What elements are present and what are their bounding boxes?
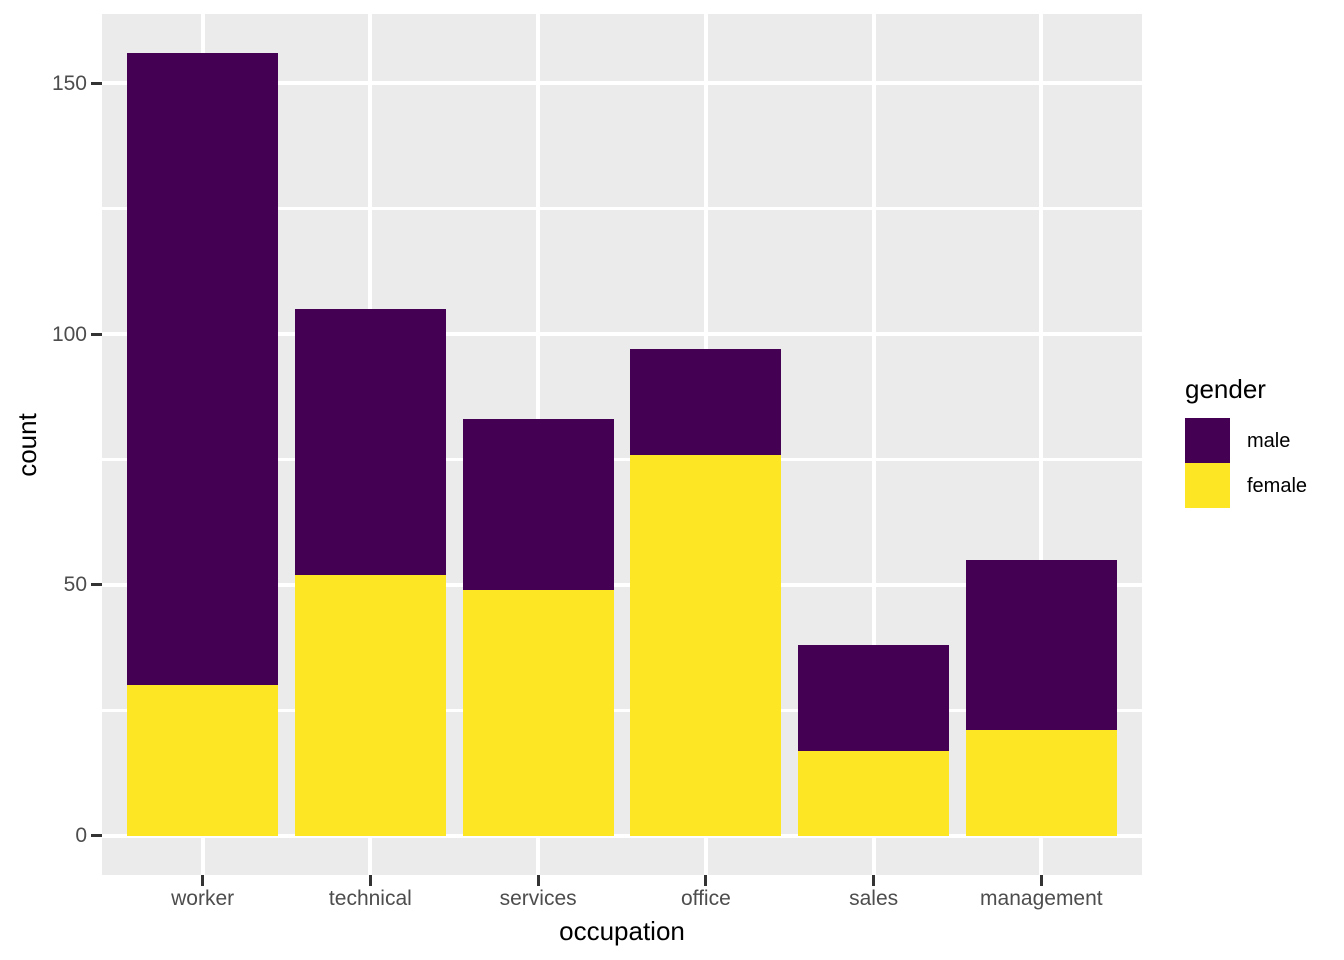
bar-technical-female	[294, 574, 446, 836]
x-tick-label-office: office	[680, 887, 731, 910]
major-gridline-x-management	[1039, 14, 1044, 875]
legend-entry-female: female	[1185, 463, 1307, 508]
y-tick-label-100: 100	[51, 322, 87, 346]
y-tick-mark-0	[91, 834, 102, 838]
y-tick-label-150: 150	[51, 71, 87, 95]
y-axis-title: count	[12, 412, 42, 477]
x-tick-label-services: services	[499, 887, 577, 910]
y-tick-mark-150	[91, 81, 102, 85]
legend-label-male: male	[1247, 429, 1291, 452]
y-tick-label-0: 0	[75, 824, 87, 848]
legend-entry-male: male	[1185, 418, 1307, 463]
x-tick-label-sales: sales	[849, 887, 899, 910]
major-gridline-y-100	[102, 332, 1142, 337]
plot-panel	[102, 14, 1142, 875]
legend: gender male female	[1185, 374, 1307, 508]
x-axis-title: occupation	[559, 916, 685, 946]
x-tick-mark-sales	[872, 875, 876, 886]
bar-management-female	[965, 730, 1117, 836]
y-tick-label-50: 50	[63, 573, 87, 597]
minor-gridline-y-25	[102, 708, 1142, 712]
minor-gridline-y-125	[102, 207, 1142, 211]
minor-gridline-y-75	[102, 458, 1142, 462]
legend-label-female: female	[1247, 474, 1308, 497]
y-tick-mark-50	[91, 583, 102, 587]
bar-worker-female	[127, 685, 279, 836]
major-gridline-y-50	[102, 582, 1142, 587]
y-tick-mark-100	[91, 332, 102, 336]
bar-services-female	[462, 590, 614, 836]
x-tick-label-technical: technical	[328, 887, 412, 910]
x-tick-label-management: management	[980, 887, 1103, 910]
x-tick-mark-technical	[368, 875, 372, 886]
bar-technical-male	[294, 309, 446, 575]
bar-worker-male	[127, 53, 279, 686]
x-tick-mark-management	[1039, 875, 1043, 886]
x-tick-mark-worker	[201, 875, 205, 886]
bar-sales-female	[798, 750, 950, 836]
bar-sales-male	[798, 645, 950, 751]
legend-key-female-swatch	[1185, 463, 1230, 508]
bar-services-male	[462, 419, 614, 590]
bar-management-male	[965, 559, 1117, 731]
major-gridline-y-150	[102, 81, 1142, 86]
major-gridline-x-sales	[871, 14, 876, 875]
x-tick-mark-office	[704, 875, 708, 886]
bar-office-female	[630, 454, 782, 836]
bar-office-male	[630, 349, 782, 455]
x-tick-mark-services	[536, 875, 540, 886]
major-gridline-y-0	[102, 833, 1142, 838]
x-tick-label-worker: worker	[171, 887, 235, 910]
legend-title: gender	[1185, 374, 1266, 404]
legend-key-male-swatch	[1185, 418, 1230, 463]
